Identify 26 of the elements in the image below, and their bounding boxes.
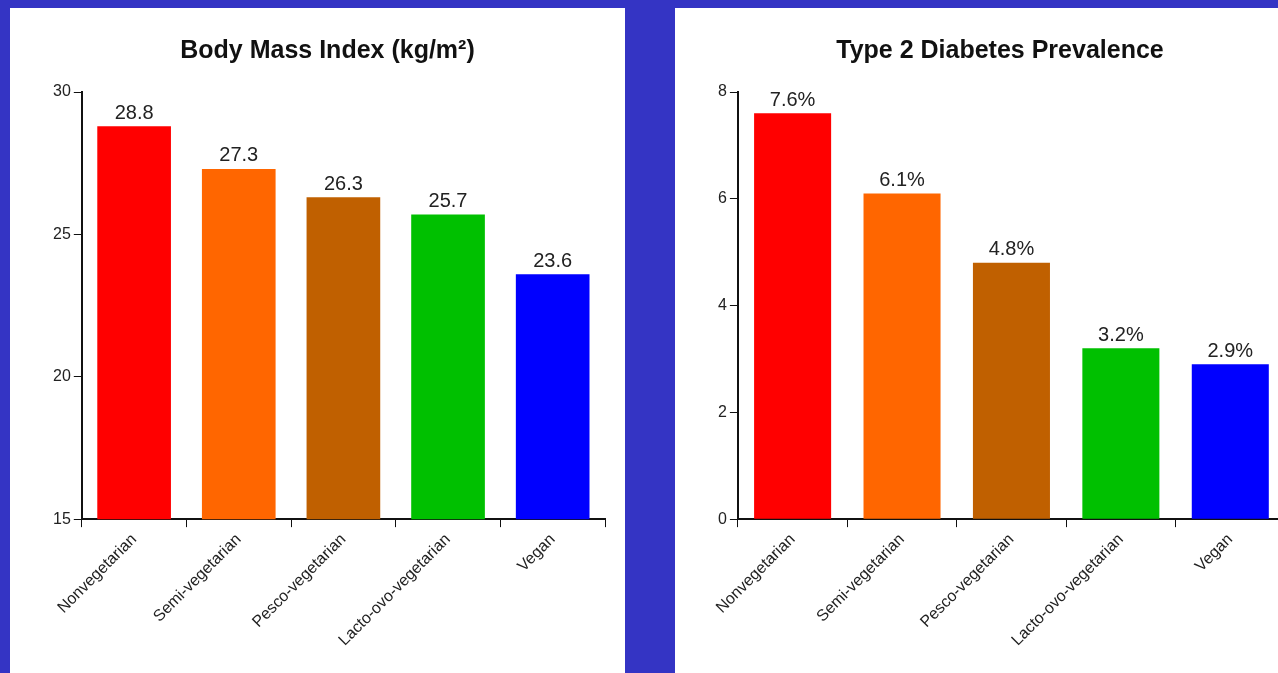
y-tick-label: 6 xyxy=(717,189,727,207)
bar xyxy=(754,113,832,519)
data-label: 3.2% xyxy=(1098,322,1144,345)
y-tick-label: 2 xyxy=(717,402,727,420)
data-label: 2.9% xyxy=(1207,338,1254,361)
data-label: 7.6% xyxy=(769,87,816,110)
bar xyxy=(972,262,1050,519)
chart-title: Type 2 Diabetes Prevalence xyxy=(836,34,1164,63)
y-tick-label: 15 xyxy=(53,509,71,527)
y-tick-label: 0 xyxy=(717,509,727,527)
bar xyxy=(1191,364,1269,519)
y-tick-label: 4 xyxy=(717,295,727,313)
data-label: 26.3 xyxy=(323,171,363,194)
data-label: 25.7 xyxy=(428,188,468,211)
y-tick-label: 8 xyxy=(717,82,727,100)
bar xyxy=(863,193,941,519)
chart-title: Body Mass Index (kg/m²) xyxy=(180,34,475,63)
y-tick-label: 25 xyxy=(53,224,71,242)
y-tick-label: 20 xyxy=(53,367,71,385)
data-label: 27.3 xyxy=(219,143,259,166)
data-label: 28.8 xyxy=(114,100,154,123)
data-label: 4.8% xyxy=(988,237,1035,260)
bar xyxy=(1082,348,1160,519)
data-label: 23.6 xyxy=(533,248,573,271)
y-tick-label: 30 xyxy=(53,82,71,100)
data-label: 6.1% xyxy=(879,167,926,190)
